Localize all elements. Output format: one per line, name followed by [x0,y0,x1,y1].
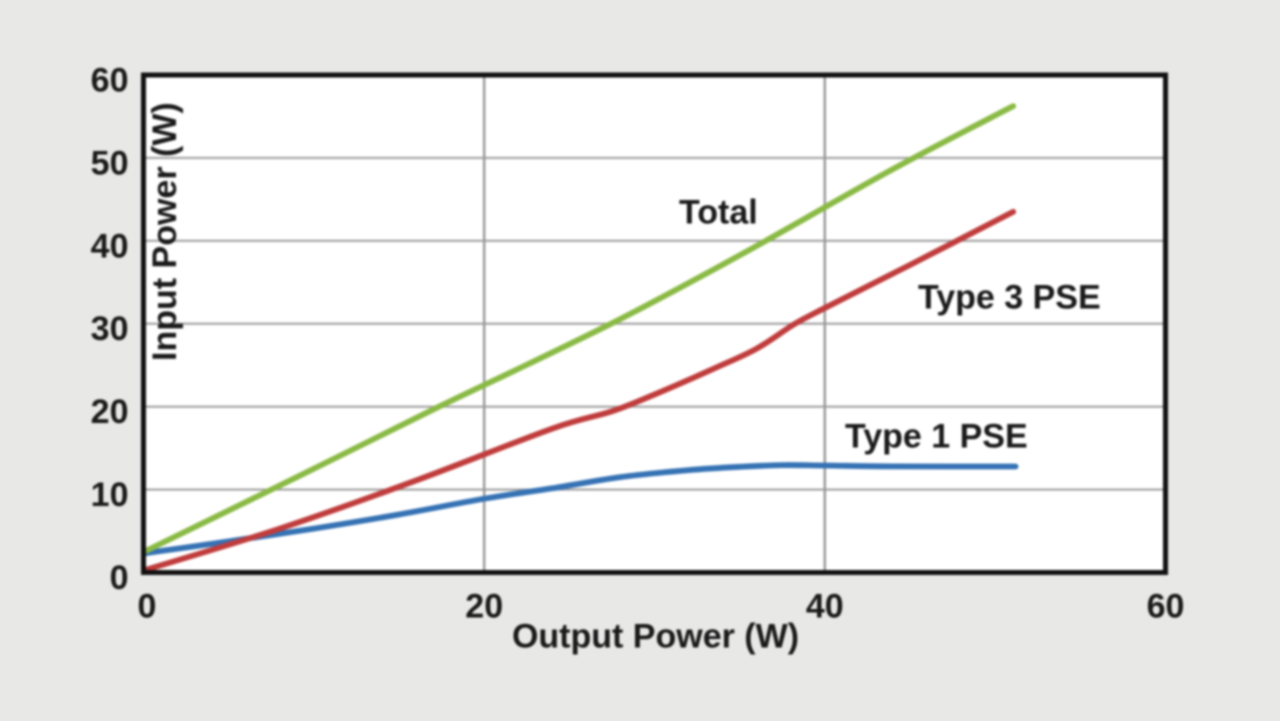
svg-text:50: 50 [91,144,129,182]
svg-text:20: 20 [91,393,129,431]
svg-text:60: 60 [91,62,129,100]
svg-text:40: 40 [806,588,844,626]
svg-text:Type 1 PSE: Type 1 PSE [845,418,1028,456]
svg-text:60: 60 [1147,588,1185,626]
svg-text:Total: Total [679,194,758,232]
svg-text:Type 3 PSE: Type 3 PSE [918,279,1101,317]
svg-text:0: 0 [138,588,157,626]
svg-text:0: 0 [110,559,129,597]
svg-text:10: 10 [91,476,129,514]
svg-text:40: 40 [91,227,129,265]
svg-text:20: 20 [465,588,503,626]
svg-text:Input Power (W): Input Power (W) [146,102,184,361]
svg-text:Output Power (W): Output Power (W) [512,618,799,656]
svg-text:30: 30 [91,310,129,348]
